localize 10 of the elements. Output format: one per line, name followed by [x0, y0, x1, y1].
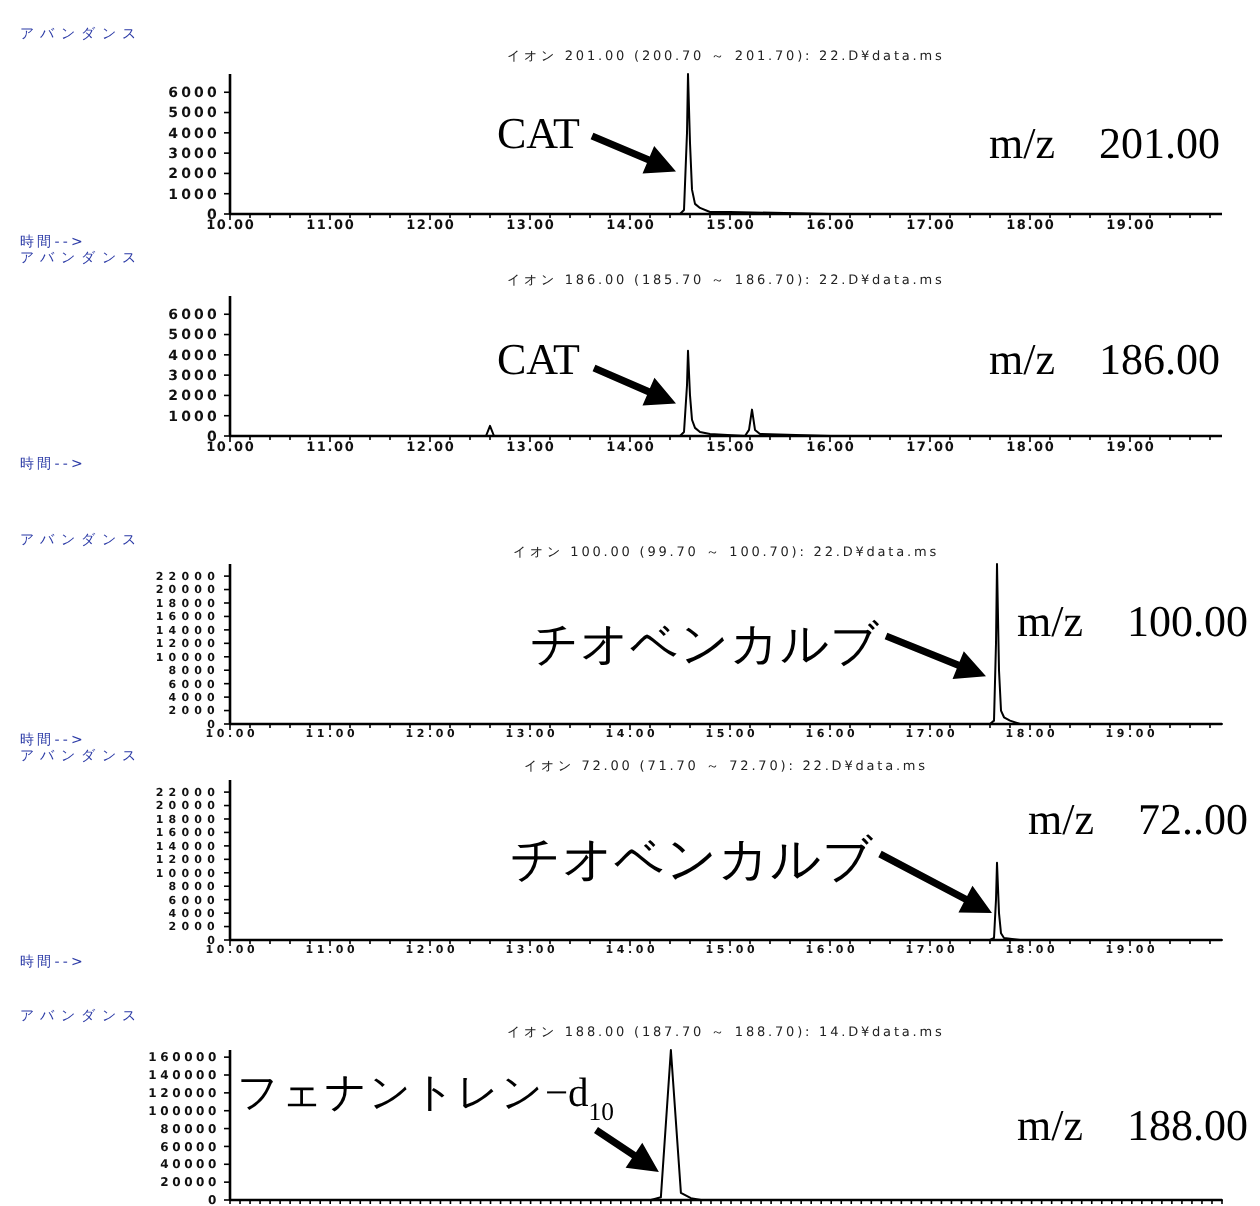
annotation: m/z 188.00 [1017, 1100, 1248, 1150]
annotation: m/z 201.00 [989, 118, 1220, 168]
annotation: m/z 72..00 [1028, 794, 1248, 844]
annotation: m/z 186.00 [989, 334, 1220, 384]
annotation: チオベンカルブ [510, 834, 874, 888]
annotation: フェナントレン−d$_{10}$ [236, 1072, 614, 1126]
annotation: m/z 100.00 [1017, 596, 1248, 646]
annotation: CAT [496, 334, 582, 384]
annotation: チオベンカルブ [530, 618, 880, 672]
annotation: CAT [496, 108, 582, 158]
